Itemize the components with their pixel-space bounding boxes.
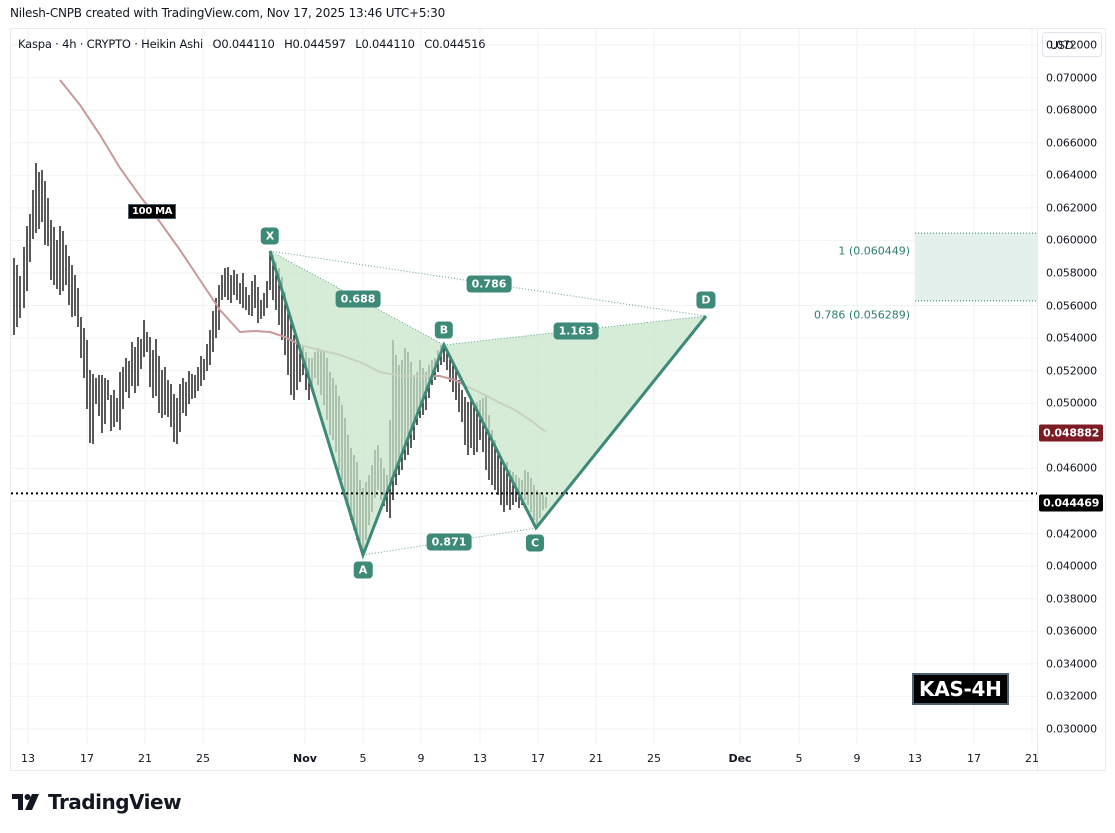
price-tick: 0.068000: [1046, 103, 1097, 117]
header-credit: Nilesh-CNPB created with TradingView.com…: [10, 6, 445, 20]
time-tick: 17: [531, 752, 545, 765]
price-axis[interactable]: [1038, 28, 1106, 771]
point-c-label: C: [525, 534, 545, 552]
chart-pane[interactable]: [10, 28, 1038, 771]
price-tick: 0.038000: [1046, 592, 1097, 606]
time-tick: 5: [359, 752, 367, 765]
price-tick: 0.064000: [1046, 168, 1097, 182]
price-tick: 0.070000: [1046, 71, 1097, 85]
ratio-xd-label: 0.786: [466, 275, 512, 293]
time-tick: 21: [138, 752, 152, 765]
time-tick: 21: [1025, 752, 1039, 765]
time-tick: 13: [21, 752, 35, 765]
price-tick: 0.040000: [1046, 559, 1097, 573]
ma-label: 100 MA: [128, 204, 177, 219]
last-price-tag: 0.044469: [1039, 494, 1104, 512]
symbol-info[interactable]: Kaspa · 4h · CRYPTO · Heikin Ashi: [18, 37, 204, 51]
time-tick: 9: [853, 752, 861, 765]
point-a-label: A: [353, 561, 373, 579]
symbol-watermark: KAS-4H: [912, 673, 1009, 705]
fib-label-1: 1 (0.060449): [838, 244, 910, 258]
price-tick: 0.050000: [1046, 396, 1097, 410]
time-tick: 25: [196, 752, 210, 765]
time-tick: Dec: [728, 752, 752, 765]
time-tick: 17: [967, 752, 981, 765]
time-tick: 25: [647, 752, 661, 765]
ohlc-low: L0.044110: [355, 37, 415, 51]
fib-label-0786: 0.786 (0.056289): [813, 308, 910, 322]
price-tick: 0.032000: [1046, 689, 1097, 703]
tradingview-logo[interactable]: TradingView: [12, 790, 182, 814]
time-tick: 21: [589, 752, 603, 765]
point-b-label: B: [434, 321, 454, 339]
ratio-xb-label: 0.688: [335, 290, 381, 308]
point-x-label: X: [260, 227, 280, 245]
logo-text: TradingView: [48, 790, 182, 814]
ratio-bd-label: 1.163: [553, 322, 599, 340]
price-tick: 0.062000: [1046, 201, 1097, 215]
time-tick: 5: [795, 752, 803, 765]
ohlc-high: H0.044597: [284, 37, 346, 51]
price-tick: 0.046000: [1046, 461, 1097, 475]
price-tick: 0.058000: [1046, 266, 1097, 280]
price-tick: 0.052000: [1046, 364, 1097, 378]
price-tick: 0.072000: [1046, 38, 1097, 52]
tradingview-logo-icon: [12, 794, 39, 810]
price-tick: 0.066000: [1046, 136, 1097, 150]
price-tick: 0.054000: [1046, 331, 1097, 345]
price-tick: 0.056000: [1046, 299, 1097, 313]
currency-button[interactable]: USD: [1042, 32, 1102, 57]
time-tick: 13: [473, 752, 487, 765]
point-d-label: D: [696, 291, 716, 309]
price-tick: 0.060000: [1046, 233, 1097, 247]
ma-price-tag: 0.048882: [1039, 424, 1104, 442]
ratio-ac-label: 0.871: [426, 533, 472, 551]
time-tick: 13: [908, 752, 922, 765]
symbol-legend: Kaspa · 4h · CRYPTO · Heikin Ashi O0.044…: [18, 37, 491, 51]
time-tick: 9: [417, 752, 425, 765]
price-tick: 0.030000: [1046, 722, 1097, 736]
ohlc-open: O0.044110: [212, 37, 275, 51]
ohlc-close: C0.044516: [424, 37, 486, 51]
price-tick: 0.034000: [1046, 657, 1097, 671]
time-tick: Nov: [293, 752, 317, 765]
time-tick: 17: [80, 752, 94, 765]
price-tick: 0.042000: [1046, 527, 1097, 541]
price-tick: 0.036000: [1046, 624, 1097, 638]
